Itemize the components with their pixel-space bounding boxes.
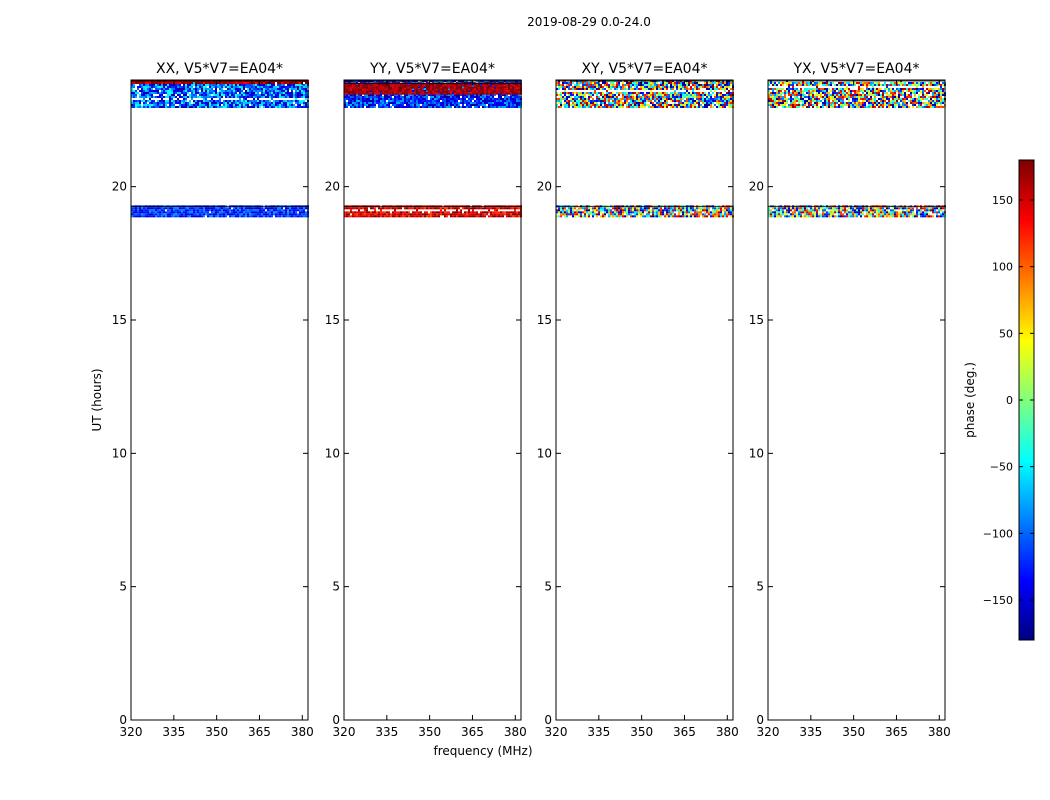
x-tick-label: 380 [928,725,951,739]
x-tick-label: 350 [205,725,228,739]
x-tick-label: 335 [799,725,822,739]
x-tick-label: 350 [630,725,653,739]
phase-band [768,205,946,218]
colorbar-tick-label: −150 [983,594,1013,607]
y-tick-label: 0 [544,713,552,727]
panel-title: XX, V5*V7=EA04* [156,61,283,77]
phase-band [131,80,309,108]
y-tick-label: 5 [756,580,764,594]
figure-suptitle: 2019-08-29 0.0-24.0 [527,15,651,29]
x-tick-label: 365 [885,725,908,739]
colorbar-tick-label: 0 [1006,394,1013,407]
y-tick-label: 5 [332,580,340,594]
x-tick-label: 335 [162,725,185,739]
phase-band [344,82,522,95]
y-tick-label: 20 [112,180,127,194]
x-tick-label: 350 [842,725,865,739]
x-tick-label: 335 [375,725,398,739]
panel-title: YY, V5*V7=EA04* [369,61,495,77]
x-tick-label: 380 [716,725,739,739]
x-tick-label: 320 [757,725,780,739]
panel-title: YX, V5*V7=EA04* [793,61,920,77]
colorbar-tick-label: −100 [983,527,1013,540]
x-tick-label: 320 [545,725,568,739]
x-tick-label: 380 [504,725,527,739]
y-tick-label: 5 [544,580,552,594]
y-tick-label: 0 [756,713,764,727]
panel-frame [343,79,522,721]
y-axis-label: UT (hours) [90,368,104,431]
panel-2: YY, V5*V7=EA04* 320 335 350 365 380 0 5 10 15 20 [325,61,527,739]
panel-1: XX, V5*V7=EA04* 320 335 350 365 380 0 5 10 15 20 [112,61,314,739]
x-tick-label: 380 [291,725,314,739]
colorbar-tick-label: 100 [992,261,1013,274]
y-tick-label: 20 [537,180,552,194]
colorbar-tick-label: 150 [992,194,1013,207]
x-tick-label: 365 [248,725,271,739]
y-tick-label: 15 [537,313,552,327]
x-tick-label: 320 [120,725,143,739]
phase-band [768,80,946,108]
y-tick-label: 10 [749,446,764,460]
phase-band [131,80,309,84]
x-tick-label: 365 [673,725,696,739]
x-axis-label: frequency (MHz) [433,744,532,758]
phase-band [556,205,734,218]
y-tick-label: 5 [119,580,127,594]
y-tick-label: 10 [325,446,340,460]
panel-3: XY, V5*V7=EA04* 320 335 350 365 380 0 5 10 15 20 [537,61,739,739]
panel-title: XY, V5*V7=EA04* [582,61,708,77]
panel-frame [130,79,309,721]
colorbar-tick-label: −50 [990,461,1013,474]
x-tick-label: 350 [418,725,441,739]
x-tick-label: 365 [461,725,484,739]
phase-band [344,205,522,218]
x-tick-label: 335 [587,725,610,739]
y-tick-label: 15 [112,313,127,327]
phase-band [556,80,734,108]
x-tick-label: 320 [333,725,356,739]
panel-frame [555,79,734,721]
y-tick-label: 10 [537,446,552,460]
y-tick-label: 20 [325,180,340,194]
colorbar-label: phase (deg.) [963,362,977,438]
colorbar-tick-label: 50 [999,327,1013,340]
y-tick-label: 0 [119,713,127,727]
y-tick-label: 0 [332,713,340,727]
y-tick-label: 15 [325,313,340,327]
y-tick-label: 15 [749,313,764,327]
colorbar: 150 100 50 0 −50 −100 −150 [983,159,1035,641]
panel-4: YX, V5*V7=EA04* 320 335 350 365 380 0 5 10 15 20 [749,61,951,739]
y-tick-label: 10 [112,446,127,460]
panel-frame [767,79,946,721]
y-tick-label: 20 [749,180,764,194]
phase-band [131,205,309,218]
